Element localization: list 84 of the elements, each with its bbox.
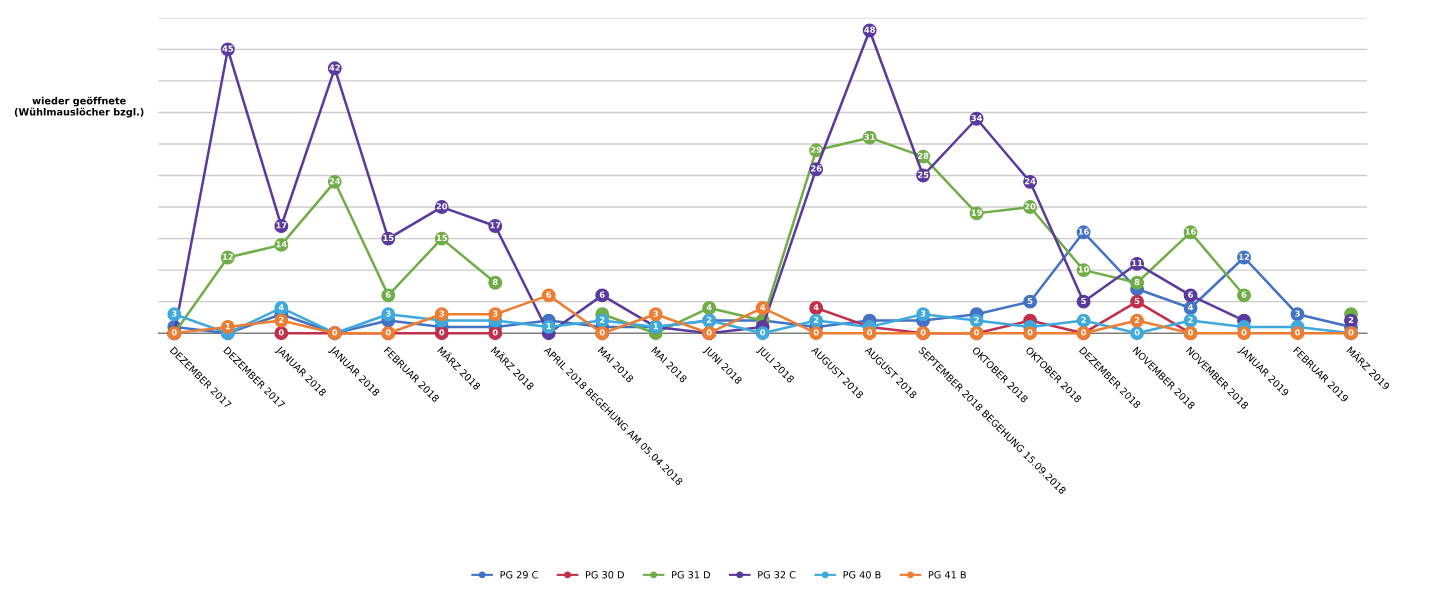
data-label: 0 [867, 329, 873, 336]
data-label: 0 [1027, 329, 1033, 336]
data-label: 11 [1132, 260, 1143, 267]
data-label: 6 [1188, 291, 1193, 298]
data-label: 6 [1241, 291, 1247, 298]
data-label: 0 [974, 329, 980, 336]
data-label: 0 [171, 329, 177, 336]
data-label: 3 [920, 310, 926, 317]
data-label: 45 [222, 45, 234, 52]
data-label: 15 [436, 234, 447, 242]
data-label: 5 [1134, 297, 1140, 305]
data-label: 4 [706, 304, 712, 311]
legend-label: PG 31 D [672, 571, 711, 579]
data-label: 20 [436, 203, 448, 210]
data-label: 5 [1081, 297, 1086, 305]
data-label: 0 [706, 329, 712, 336]
data-label: 6 [385, 291, 391, 298]
data-label: 15 [383, 234, 394, 242]
legend-label: PG 41 B [928, 571, 966, 579]
data-label: 17 [276, 222, 287, 229]
data-label: 0 [1188, 329, 1194, 336]
legend-label: PG 29 C [500, 571, 538, 579]
data-label: 1 [225, 323, 231, 330]
data-label: 26 [811, 165, 822, 172]
data-label: 3 [492, 310, 498, 317]
data-label: 3 [171, 310, 177, 317]
data-label: 0 [332, 329, 338, 336]
data-label: 6 [599, 291, 605, 298]
data-label: 0 [492, 329, 498, 336]
data-label: 0 [920, 329, 926, 336]
data-label: 6 [546, 291, 552, 298]
data-label: 10 [1078, 266, 1089, 273]
legend-label: PG 32 C [758, 571, 796, 579]
data-label: 2 [1348, 316, 1354, 323]
data-label: 16 [1185, 228, 1196, 235]
data-label: 12 [222, 253, 233, 260]
data-label: 2 [974, 316, 979, 323]
data-label: 0 [278, 329, 284, 336]
data-label: 0 [1295, 329, 1301, 336]
data-label: 0 [1134, 329, 1140, 336]
data-label: 48 [864, 26, 875, 33]
data-label: 25 [917, 171, 929, 178]
data-label: 1 [653, 323, 659, 330]
data-label: 24 [329, 177, 341, 185]
data-label: 2 [279, 316, 284, 323]
data-label: 8 [492, 278, 498, 286]
data-label: 34 [971, 114, 983, 122]
data-label: 0 [1081, 329, 1087, 336]
data-label: 28 [917, 152, 929, 160]
data-label: 20 [1024, 203, 1036, 210]
data-label: 2 [1081, 316, 1086, 323]
data-label: 3 [653, 310, 658, 317]
data-label: 4 [760, 304, 766, 311]
legend-label: PG 40 B [843, 571, 881, 579]
data-label: 0 [1241, 329, 1247, 336]
data-label: 3 [439, 310, 444, 317]
data-label: 5 [1027, 297, 1033, 305]
data-label: 8 [1134, 278, 1140, 286]
data-label: 14 [276, 241, 287, 248]
data-label: 2 [1188, 316, 1193, 323]
data-label: 16 [1078, 228, 1089, 235]
data-label: 12 [1239, 253, 1250, 260]
data-label: 2 [813, 316, 819, 323]
data-label: 1 [546, 323, 552, 330]
data-label: 31 [864, 133, 875, 141]
data-label: 0 [813, 329, 819, 336]
data-label: 19 [971, 209, 982, 216]
y-axis-title: wieder geöffnete (Wühlmauslöcher bzgl.) [14, 96, 144, 118]
data-label: 24 [1024, 177, 1036, 185]
data-label: 0 [385, 329, 391, 336]
data-label: 0 [439, 329, 445, 336]
legend-label: PG 30 D [586, 571, 624, 579]
data-label: 4 [1188, 304, 1194, 311]
data-label: 4 [278, 304, 284, 311]
data-label: 29 [811, 146, 822, 153]
data-label: 0 [760, 329, 766, 336]
data-label: 3 [385, 310, 391, 317]
data-label: 3 [1295, 310, 1300, 317]
data-label: 2 [1134, 316, 1140, 323]
data-label: 4 [813, 304, 819, 311]
data-label: 17 [490, 222, 501, 229]
data-label: 42 [329, 64, 340, 71]
data-label: 2 [706, 316, 712, 323]
data-label: 0 [1348, 329, 1354, 336]
